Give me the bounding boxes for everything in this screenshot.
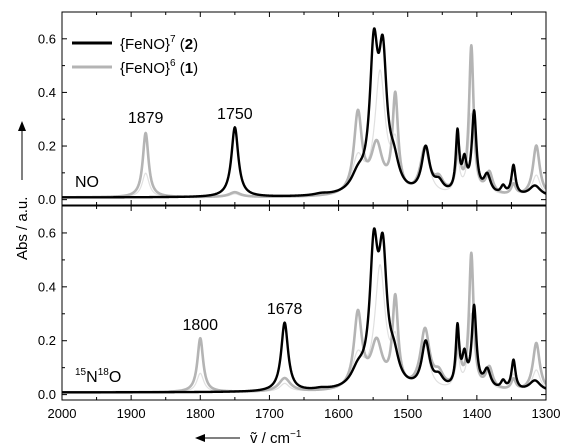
- peak-label: 1678: [267, 301, 303, 318]
- y-tick-label: 0.4: [38, 279, 56, 294]
- legend-electron-count: 6: [170, 58, 176, 69]
- axis-ticks: [61, 12, 547, 400]
- y-axis-title-group: Abs / a.u.: [14, 121, 31, 260]
- x-axis-title-exponent: −1: [290, 429, 302, 440]
- legend-compound-number: 2: [185, 36, 193, 53]
- x-axis-arrow-head: [195, 434, 205, 442]
- series-line--feno-7-2-: [62, 27, 546, 199]
- y-tick-label: 0.0: [38, 387, 56, 402]
- peak-label: 1879: [128, 110, 164, 127]
- bottom-panel-curves: [62, 227, 546, 394]
- legend-label: {FeNO}6 (1): [120, 58, 198, 77]
- y-tick-label: 0.2: [38, 333, 56, 348]
- x-tick-label: 2000: [48, 406, 77, 421]
- x-axis-title-text: ṽ / cm: [250, 430, 290, 447]
- panel-label: 15N18O: [75, 367, 121, 386]
- isotope-mass-number: 15: [75, 367, 87, 378]
- y-tick-label: 0.6: [38, 225, 56, 240]
- legend-paren-open: (: [176, 60, 185, 77]
- y-tick-label: 0.4: [38, 85, 56, 100]
- y-tick-label: 0.6: [38, 31, 56, 46]
- x-axis-title: ṽ / cm−1: [250, 429, 302, 447]
- chart-labels: 0.0 0.2 0.4 0.6 1879 1750 NO 0.0 0.2 0.4 0.6 1800 16…: [14, 31, 560, 447]
- legend-label: {FeNO}7 (2): [120, 34, 198, 53]
- peak-label: 1750: [217, 106, 253, 123]
- x-tick-label: 1700: [255, 406, 284, 421]
- y-axis-arrow-head: [18, 121, 26, 131]
- element-symbol: O: [109, 369, 121, 386]
- y-tick-label: 0.0: [38, 192, 56, 207]
- x-tick-label: 1500: [393, 406, 422, 421]
- legend-paren-close: ): [193, 60, 198, 77]
- x-tick-label: 1300: [532, 406, 561, 421]
- element-symbol: N: [86, 369, 98, 386]
- y-tick-label: 0.2: [38, 139, 56, 154]
- x-tick-label: 1400: [462, 406, 491, 421]
- x-tick-label: 1900: [117, 406, 146, 421]
- x-tick-label: 1600: [324, 406, 353, 421]
- series-line--feno-7-2-: [62, 227, 546, 394]
- isotope-mass-number: 18: [98, 367, 110, 378]
- legend-formula: {FeNO}: [120, 36, 170, 53]
- legend-paren-open: (: [176, 36, 185, 53]
- x-tick-label: 1800: [186, 406, 215, 421]
- legend-paren-close: ): [193, 36, 198, 53]
- legend: {FeNO}7 (2){FeNO}6 (1): [72, 34, 198, 77]
- panel-label: NO: [75, 174, 99, 191]
- legend-formula: {FeNO}: [120, 60, 170, 77]
- peak-label: 1800: [182, 317, 218, 334]
- y-axis-title: Abs / a.u.: [14, 197, 31, 260]
- legend-electron-count: 7: [170, 34, 176, 45]
- legend-compound-number: 1: [185, 60, 193, 77]
- top-panel-curves: [62, 27, 546, 199]
